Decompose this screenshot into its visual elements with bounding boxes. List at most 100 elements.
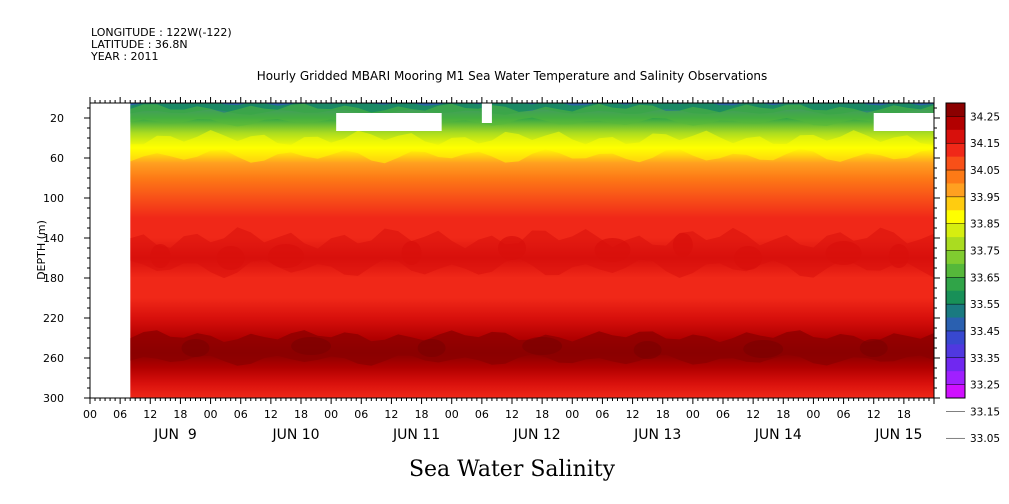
salinity-eddy [216,246,245,270]
chart-title: Hourly Gridded MBARI Mooring M1 Sea Wate… [257,69,768,83]
colorbar-swatch [946,103,965,117]
x-hour-label: 06 [716,408,730,421]
colorbar-label: 33.05 [970,433,1000,445]
x-hour-label: 06 [354,408,368,421]
y-tick-label: 260 [43,352,64,365]
upper-band [130,103,934,127]
x-hour-label: 00 [204,408,218,421]
surface-band [130,103,934,115]
colorbar-swatch [946,183,965,198]
y-tick-label: 140 [43,232,64,245]
colorbar: 34.25 34.15 34.05 33.95 33.85 33.75 33.65 33.55… [945,102,1000,445]
colorbar-swatch [946,250,965,265]
colorbar-label: 34.25 [970,111,1000,123]
x-day-label: JUN 14 [754,427,802,443]
colorbar-swatch [946,237,965,251]
missing-region [336,113,442,131]
deep-eddy [633,341,662,359]
x-hour-label: 18 [173,408,187,421]
x-hour-label: 18 [897,408,911,421]
y-tick-label: 220 [43,312,64,325]
colorbar-swatch [946,384,965,399]
x-axis: 00 06 12 18 00 06 12 18 00 06 12 18 00 06 12 18 00 06 12 18… [83,97,935,443]
colorbar-swatch [946,290,965,305]
y-tick-label: 180 [43,272,64,285]
year-label: YEAR : 2011 [90,50,159,63]
plot-area [90,103,934,398]
colorbar-swatch [946,304,965,319]
colorbar-swatch [946,210,965,225]
colorbar-label: 34.05 [970,165,1000,177]
missing-data-regions [336,103,934,131]
colorbar-label: 33.45 [970,326,1000,338]
colorbar-label: 33.85 [970,219,1000,231]
colorbar-label: 33.15 [970,406,1000,418]
y-axis-label: DEPTH (m) [35,220,48,280]
x-hour-label: 18 [776,408,790,421]
x-hour-label: 00 [324,408,338,421]
x-hour-label: 18 [656,408,670,421]
x-hour-label: 00 [806,408,820,421]
x-hour-label: 12 [867,408,881,421]
x-day-label: JUN 11 [392,427,440,443]
y-tick-label: 20 [50,112,64,125]
x-hour-label: 12 [264,408,278,421]
colorbar-swatch [946,330,965,345]
mid-upper-band [130,130,934,164]
salinity-features [90,103,934,398]
colorbar-swatch [946,129,965,144]
colorbar-swatch [946,277,965,292]
colorbar-swatch [946,344,965,359]
colorbar-swatch [946,116,965,131]
colorbar-swatch [946,317,965,332]
salinity-eddy [150,244,171,268]
x-hour-label: 12 [626,408,640,421]
x-hour-label: 00 [83,408,97,421]
deep-eddy [522,337,563,355]
salinity-eddy [672,233,693,257]
colorbar-label: 34.15 [970,138,1000,150]
salinity-eddy [498,236,526,260]
longitude-label: LONGITUDE : 122W(-122) [91,26,232,39]
deep-eddy [181,339,210,357]
x-hour-label: 00 [686,408,700,421]
latitude-label: LATITUDE : 36.8N [91,38,188,51]
x-hour-label: 00 [445,408,459,421]
colorbar-label: 33.95 [970,192,1000,204]
colorbar-swatch [946,357,965,372]
y-tick-label: 60 [50,152,64,165]
variable-title: Sea Water Salinity [409,457,616,482]
x-hour-label: 12 [143,408,157,421]
deep-eddy [859,339,888,357]
y-tick-label: 100 [43,192,64,205]
x-hour-label: 06 [475,408,489,421]
x-day-label: JUN 12 [513,427,561,443]
deep-eddy [743,340,784,358]
x-day-label: JUN 9 [153,427,197,443]
colorbar-label: 33.65 [970,272,1000,284]
colorbar-label: 33.35 [970,353,1000,365]
x-hour-label: 06 [113,408,127,421]
x-hour-label: 12 [746,408,760,421]
x-hour-label: 00 [565,408,579,421]
mid-depth-band [130,227,934,279]
salinity-eddy [267,244,304,268]
y-axis: 20 60 100 140 180 220 260 300 [43,107,940,405]
salinity-eddy [825,241,862,265]
x-day-label: JUN 15 [874,427,922,443]
x-hour-label: 12 [505,408,519,421]
salinity-eddy [401,241,422,265]
salinity-eddy [888,244,909,268]
missing-region [873,113,934,131]
x-hour-label: 18 [535,408,549,421]
deep-eddy [417,339,446,357]
x-hour-label: 06 [837,408,851,421]
salinity-eddy [734,246,763,270]
x-hour-label: 12 [384,408,398,421]
colorbar-swatch [946,196,965,211]
colorbar-label: 33.75 [970,246,1000,258]
y-tick-label: 300 [43,392,64,405]
colorbar-swatch [946,156,965,171]
colorbar-swatch [946,170,965,184]
